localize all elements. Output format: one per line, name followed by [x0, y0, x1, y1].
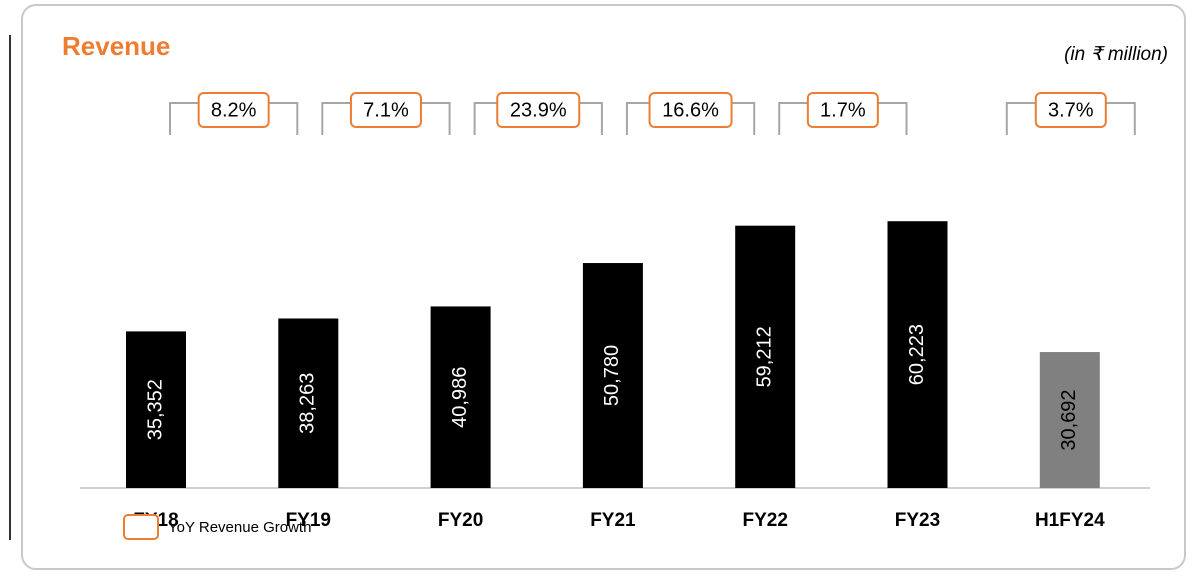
value-label: 59,212	[753, 326, 775, 387]
bracket	[473, 102, 603, 135]
growth-label: 16.6%	[662, 99, 719, 121]
value-label: 38,263	[297, 373, 319, 434]
growth-label: 8.2%	[211, 99, 257, 121]
x-tick-label: H1FY24	[1035, 510, 1105, 531]
value-label: 50,780	[601, 345, 623, 406]
x-tick-label: FY22	[742, 510, 787, 531]
x-tick-label: FY23	[895, 510, 940, 531]
growth-label: 3.7%	[1048, 99, 1094, 121]
growth-box	[648, 92, 733, 128]
growth-box	[349, 92, 422, 128]
x-tick-label: FY19	[286, 510, 331, 531]
bar	[735, 225, 796, 488]
bar	[278, 318, 339, 488]
growth-label: 23.9%	[510, 99, 567, 121]
value-label: 40,986	[449, 367, 471, 428]
growth-box	[1034, 92, 1107, 128]
growth-label: 7.1%	[363, 99, 409, 121]
legend-label: YoY Revenue Growth	[168, 519, 311, 536]
bar	[430, 306, 491, 488]
growth-box	[806, 92, 879, 128]
bar	[1039, 352, 1100, 488]
value-label: 30,692	[1058, 389, 1080, 450]
growth-box	[197, 92, 270, 128]
chart-title: Revenue	[62, 31, 170, 61]
value-label: 60,223	[906, 324, 928, 385]
growth-box	[496, 92, 581, 128]
bracket	[625, 102, 756, 135]
legend-swatch	[123, 514, 159, 540]
bracket	[778, 102, 908, 135]
bracket	[1005, 102, 1136, 135]
x-tick-label: FY21	[590, 510, 636, 531]
bracket	[321, 102, 451, 135]
value-label: 35,352	[144, 379, 166, 440]
bar	[126, 331, 186, 488]
unit-note: (in ₹ million)	[1064, 44, 1168, 65]
bracket	[169, 102, 299, 135]
growth-label: 1.7%	[820, 99, 866, 121]
bar	[582, 263, 643, 488]
bar	[887, 221, 948, 489]
x-tick-label: FY20	[438, 510, 483, 531]
